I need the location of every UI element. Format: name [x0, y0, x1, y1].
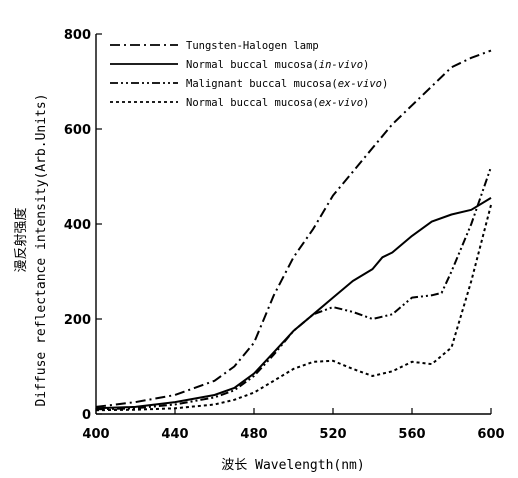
- y-axis-title-cn-group: 漫反射强度: [13, 207, 29, 272]
- y-tick-label: 800: [64, 28, 91, 43]
- series-line-4: [95, 204, 492, 412]
- y-tick-label: 200: [64, 313, 91, 328]
- x-tick-label: 560: [398, 427, 425, 442]
- legend: Tungsten-Halogen lamp Normal buccal mucos…: [110, 40, 388, 109]
- legend-label-part: ex-vivo: [319, 97, 363, 109]
- legend-label-part: in-vivo: [319, 59, 363, 71]
- x-axis-title: 波长 Wavelength(nm): [221, 458, 364, 473]
- y-tick-label: 400: [64, 218, 91, 233]
- x-axis-ticks: 400 440 480 520 560 600: [82, 408, 505, 442]
- legend-label-part: Tungsten-Halogen lamp: [186, 40, 319, 52]
- legend-label: Normal buccal mucosa(in-vivo): [186, 59, 369, 71]
- legend-label-part: Normal buccal mucosa(: [186, 97, 319, 109]
- series-line-1: [95, 49, 492, 408]
- legend-label-part: Normal buccal mucosa(: [186, 59, 319, 71]
- legend-label-part: ): [363, 59, 369, 71]
- y-tick-label: 600: [64, 123, 91, 138]
- legend-label-part: ): [382, 78, 388, 90]
- y-tick-label: 0: [82, 408, 91, 423]
- legend-label-part: ex-vivo: [338, 78, 382, 90]
- x-tick-label: 600: [477, 427, 504, 442]
- x-tick-label: 520: [319, 427, 346, 442]
- legend-label: Tungsten-Halogen lamp: [186, 40, 319, 52]
- y-axis-title-cn: 漫反射强度: [13, 207, 29, 272]
- y-axis-title-group: Diffuse reflectance intensity(Arb.Units): [34, 93, 49, 406]
- series-lines: [95, 49, 492, 412]
- legend-label-part: ): [363, 97, 369, 109]
- legend-label: Malignant buccal mucosa(ex-vivo): [186, 78, 388, 90]
- plot-frame: [95, 34, 491, 415]
- legend-label-part: Malignant buccal mucosa(: [186, 78, 338, 90]
- x-tick-label: 480: [240, 427, 267, 442]
- y-axis-title: Diffuse reflectance intensity(Arb.Units): [34, 93, 49, 406]
- x-tick-label: 440: [161, 427, 188, 442]
- x-tick-label: 400: [82, 427, 109, 442]
- series-line-2: [95, 197, 492, 410]
- series-line-3: [95, 166, 492, 411]
- y-axis-ticks: 0 200 400 600 800: [64, 28, 102, 423]
- legend-label: Normal buccal mucosa(ex-vivo): [186, 97, 369, 109]
